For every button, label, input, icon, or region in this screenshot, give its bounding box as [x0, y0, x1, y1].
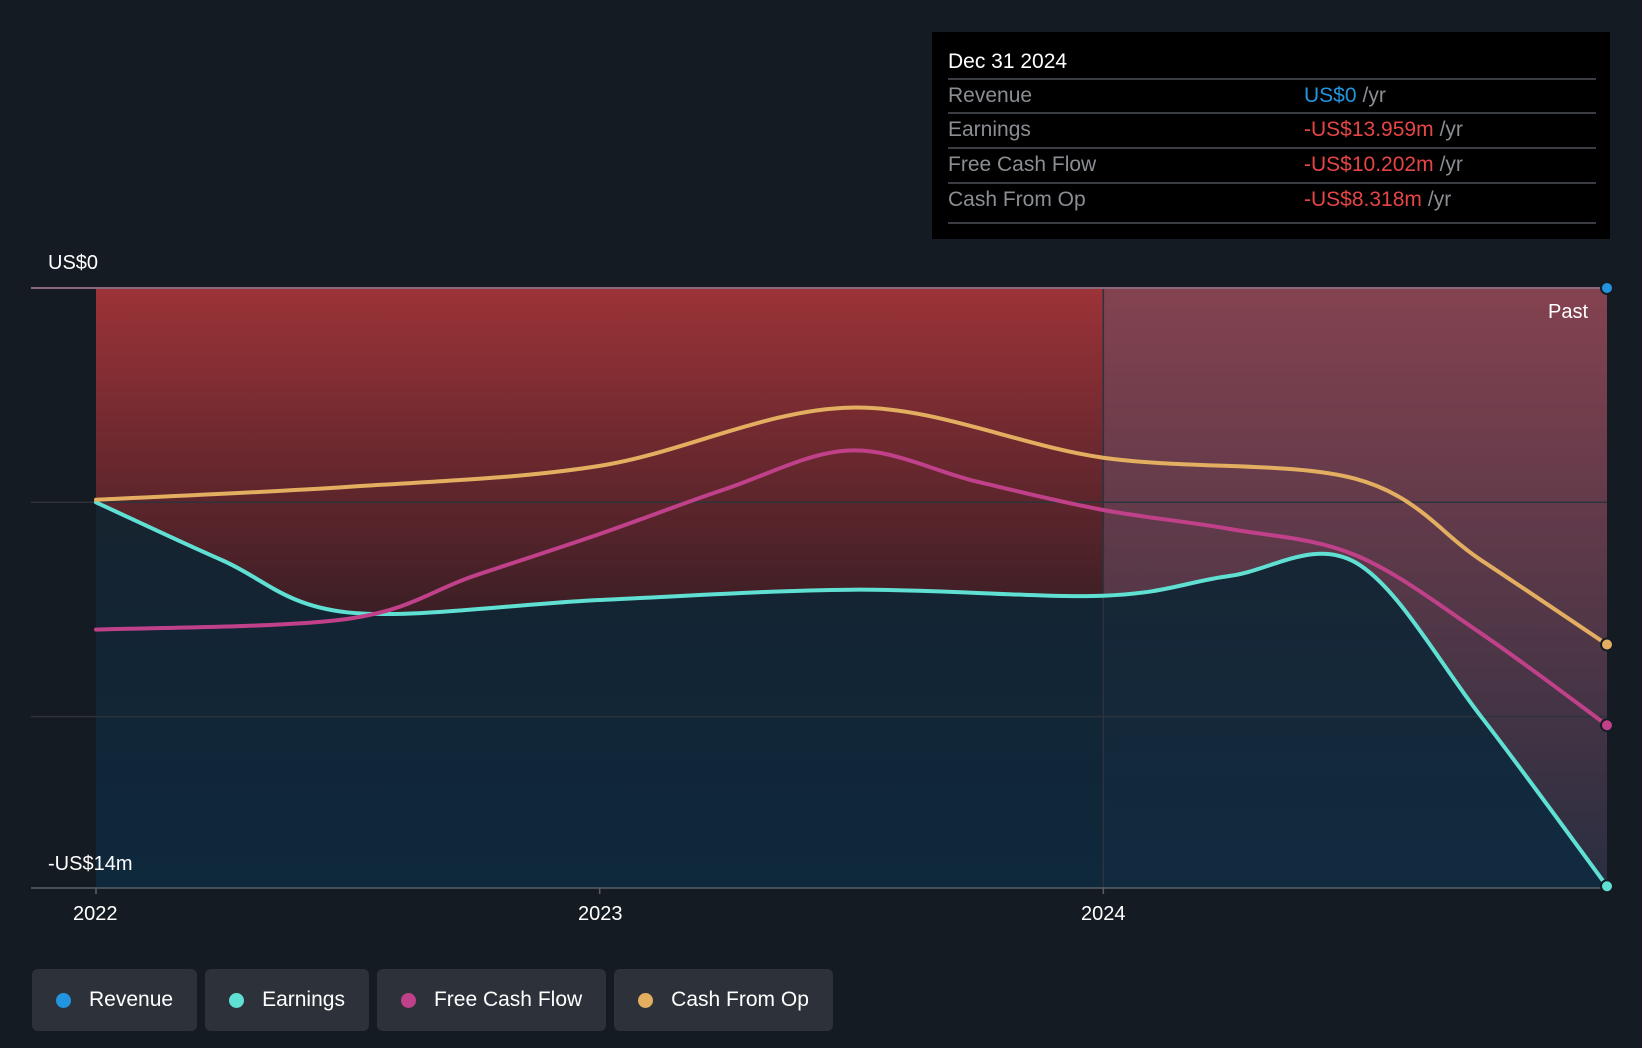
legend-label: Revenue: [89, 988, 174, 1011]
y-axis-top-label: US$0: [48, 252, 99, 274]
earnings-line: [94, 500, 1609, 889]
tooltip-row-earnings: Earnings -US$13.959m/yr: [948, 112, 1596, 148]
fcf-dot-icon: [400, 992, 416, 1008]
legend-label: Free Cash Flow: [433, 988, 583, 1011]
legend: Revenue Earnings Free Cash Flow Cash Fro…: [32, 969, 833, 1031]
tooltip-label: Earnings: [948, 118, 1031, 141]
tooltip-label: Revenue: [948, 84, 1033, 107]
cash-from-op-end-point: [1600, 637, 1614, 652]
legend-cash-from-op[interactable]: Cash From Op: [614, 969, 833, 1031]
tooltip-value: US$0/yr: [1304, 84, 1386, 108]
tooltip-divider: [948, 222, 1596, 224]
legend-label: Cash From Op: [671, 988, 809, 1011]
tooltip-row-cfo: Cash From Op -US$8.318m/yr: [948, 182, 1596, 218]
y-axis-bottom-label: -US$14m: [48, 853, 133, 875]
tooltip-value: -US$13.959m/yr: [1304, 118, 1463, 142]
tooltip-row-fcf: Free Cash Flow -US$10.202m/yr: [948, 147, 1596, 183]
past-label: Past: [1548, 301, 1589, 323]
tooltip-unit: /yr: [1439, 118, 1463, 141]
earnings-end-point: [1600, 879, 1614, 894]
revenue-dot-icon: [56, 992, 71, 1008]
earnings-dot-icon: [229, 992, 245, 1008]
tooltip-value-text: -US$8.318m: [1304, 188, 1422, 211]
legend-revenue[interactable]: Revenue: [32, 969, 198, 1031]
cash-from-op-line: [94, 405, 1609, 647]
x-tick-2022: 2022: [73, 903, 118, 925]
cfo-dot-icon: [638, 992, 654, 1008]
tooltip-unit: /yr: [1439, 153, 1463, 176]
tooltip-label: Free Cash Flow: [948, 153, 1097, 176]
free-cash-flow-line: [94, 448, 1609, 728]
tooltip-unit: /yr: [1362, 84, 1386, 107]
tooltip-value: -US$8.318m/yr: [1304, 188, 1451, 212]
revenue-end-point: [1600, 281, 1614, 295]
legend-free-cash-flow[interactable]: Free Cash Flow: [376, 969, 607, 1031]
x-tick-2023: 2023: [578, 903, 623, 925]
x-tick-2024: 2024: [1081, 903, 1126, 925]
tooltip-unit: /yr: [1427, 188, 1452, 211]
earnings-area-fill: [96, 502, 1607, 888]
tooltip-value: -US$10.202m/yr: [1304, 153, 1463, 177]
free-cash-flow-end-point: [1600, 718, 1614, 733]
tooltip-value-text: -US$13.959m: [1304, 118, 1434, 141]
legend-earnings[interactable]: Earnings: [205, 969, 369, 1031]
tooltip-value-text: US$0: [1304, 84, 1357, 107]
tooltip-date: Dec 31 2024: [948, 50, 1068, 73]
tooltip-row-revenue: Revenue US$0/yr: [948, 78, 1596, 114]
legend-label: Earnings: [262, 988, 345, 1011]
tooltip-value-text: -US$10.202m: [1304, 153, 1434, 176]
tooltip-label: Cash From Op: [948, 188, 1086, 211]
tooltip: Dec 31 2024 Revenue US$0/yr Earnings -US…: [932, 32, 1610, 239]
